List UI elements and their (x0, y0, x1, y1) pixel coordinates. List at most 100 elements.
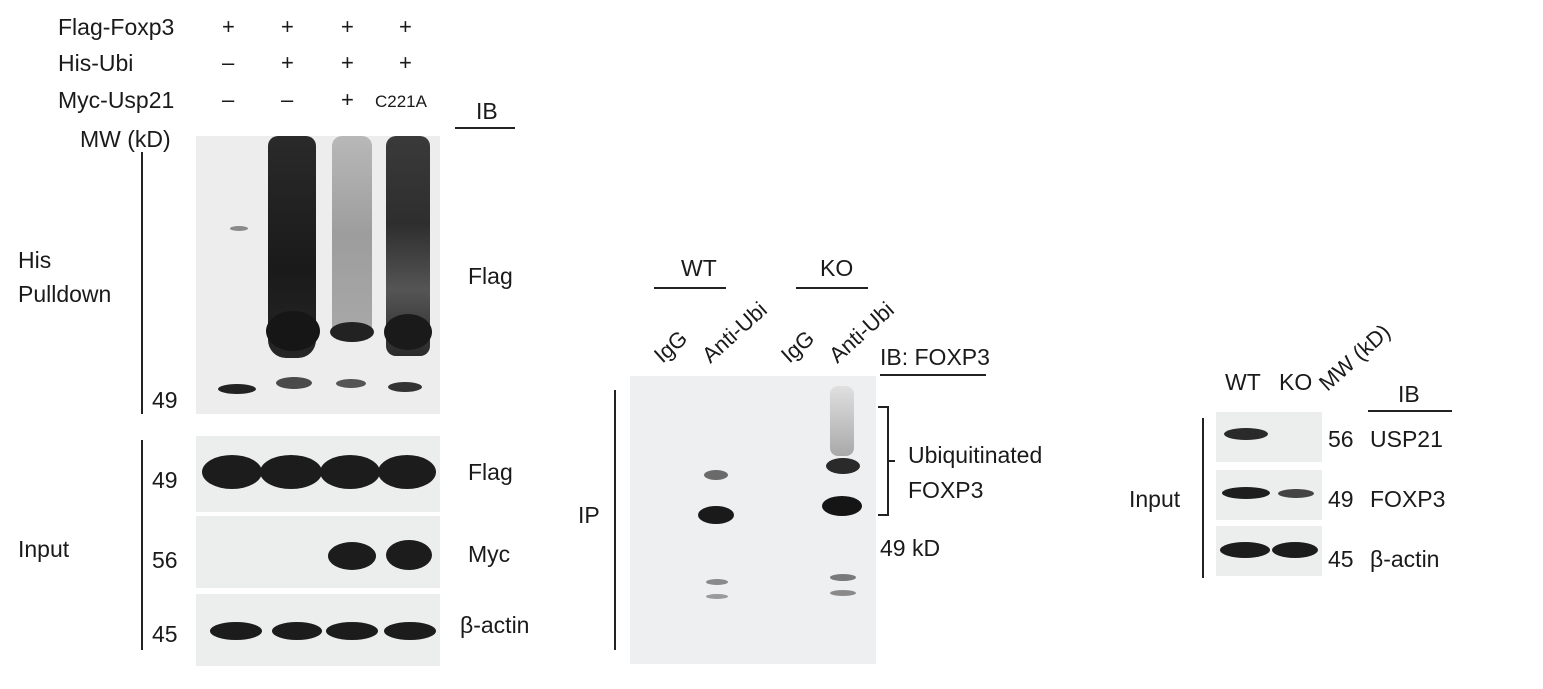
blot-foxp3 (1216, 470, 1322, 520)
input-label: Input (18, 536, 70, 562)
blot-usp21 (1216, 412, 1322, 462)
ubi-bracket-top (878, 406, 888, 408)
ib-label-myc: Myc (468, 541, 511, 567)
mw-marker: 56 (1328, 426, 1354, 452)
band (1224, 428, 1268, 440)
ib-header: IB (476, 98, 498, 124)
smear (830, 386, 854, 456)
band (1272, 542, 1318, 558)
band (326, 622, 378, 640)
mw-marker: 49 (152, 387, 178, 413)
ib-header: IB: FOXP3 (880, 344, 990, 370)
ip-bracket (614, 390, 616, 650)
lane-label: Anti-Ubi (696, 296, 772, 368)
group-label-ko: KO (820, 255, 854, 281)
band (826, 458, 860, 474)
cell: + (341, 50, 354, 75)
band (386, 540, 432, 570)
band (830, 590, 856, 596)
pulldown-bracket (141, 152, 143, 414)
blot-beta-actin (1216, 526, 1322, 576)
band (1222, 487, 1270, 499)
band (704, 470, 728, 480)
blot-input-myc (196, 516, 440, 588)
ib-label-flag-input: Flag (468, 459, 513, 485)
cell: – (222, 87, 235, 112)
input-bracket (141, 440, 143, 650)
mw-marker: 56 (152, 547, 178, 573)
his-pulldown-label: His (18, 247, 52, 273)
band (384, 314, 432, 350)
row-label-his-ubi: His-Ubi (58, 50, 134, 76)
smear (332, 136, 372, 336)
cell: + (341, 87, 354, 112)
band (260, 455, 322, 489)
band (272, 622, 322, 640)
cell: + (399, 50, 412, 75)
ib-underline (1368, 410, 1452, 412)
input-label: Input (1129, 486, 1181, 512)
his-pulldown-label-2: Pulldown (18, 281, 112, 307)
band (822, 496, 862, 516)
ib-label-foxp3: FOXP3 (1370, 486, 1446, 512)
cell: + (222, 14, 235, 39)
cell: + (341, 14, 354, 39)
ib-label-beta-actin: β-actin (460, 612, 530, 638)
band (384, 622, 436, 640)
group-label-wt: WT (681, 255, 717, 281)
mw-marker: 45 (1328, 546, 1354, 572)
lane-label-wt: WT (1225, 369, 1261, 395)
ib-header: IB (1398, 381, 1420, 407)
blot-ip (630, 376, 876, 664)
blot-input-beta-actin (196, 594, 440, 666)
ib-underline (880, 374, 986, 376)
ib-label-flag: Flag (468, 263, 513, 289)
band (328, 542, 376, 570)
ubi-bracket-tick (887, 460, 895, 462)
band (276, 377, 312, 389)
cell: – (222, 50, 235, 75)
mw-marker: 49 kD (880, 535, 941, 561)
lane-label: IgG (648, 325, 693, 368)
cell-c221a: C221A (375, 92, 427, 111)
mw-marker: 45 (152, 621, 178, 647)
band (1220, 542, 1270, 558)
blot-pulldown (196, 136, 440, 414)
band (330, 322, 374, 342)
blot-input-flag (196, 436, 440, 512)
ip-label: IP (578, 502, 600, 528)
band (1278, 489, 1314, 498)
group-underline-wt (654, 287, 726, 289)
band (266, 311, 320, 351)
cell: + (399, 14, 412, 39)
band (378, 455, 436, 489)
band (218, 384, 256, 394)
input-bracket (1202, 418, 1204, 578)
lane-label: IgG (775, 325, 820, 368)
ubi-label: Ubiquitinated (908, 442, 1043, 468)
band (230, 226, 248, 231)
band (202, 455, 262, 489)
mw-marker: 49 (1328, 486, 1354, 512)
row-label-myc-usp21: Myc-Usp21 (58, 87, 175, 113)
band (388, 382, 422, 392)
mw-header: MW (kD) (1313, 319, 1396, 396)
ubi-bracket-bottom (878, 514, 888, 516)
row-label-flag-foxp3: Flag-Foxp3 (58, 14, 175, 40)
band (830, 574, 856, 581)
mw-label: MW (kD) (80, 126, 171, 152)
band (210, 622, 262, 640)
cell: – (281, 87, 294, 112)
band (336, 379, 366, 388)
mw-marker: 49 (152, 467, 178, 493)
ib-label-usp21: USP21 (1370, 426, 1443, 452)
cell: + (281, 14, 294, 39)
band (706, 579, 728, 585)
group-underline-ko (796, 287, 868, 289)
band (320, 455, 380, 489)
lane-label-ko: KO (1279, 369, 1313, 395)
ubi-label-2: FOXP3 (908, 477, 984, 503)
band (706, 594, 728, 599)
band (698, 506, 734, 524)
ib-label-beta-actin: β-actin (1370, 546, 1440, 572)
